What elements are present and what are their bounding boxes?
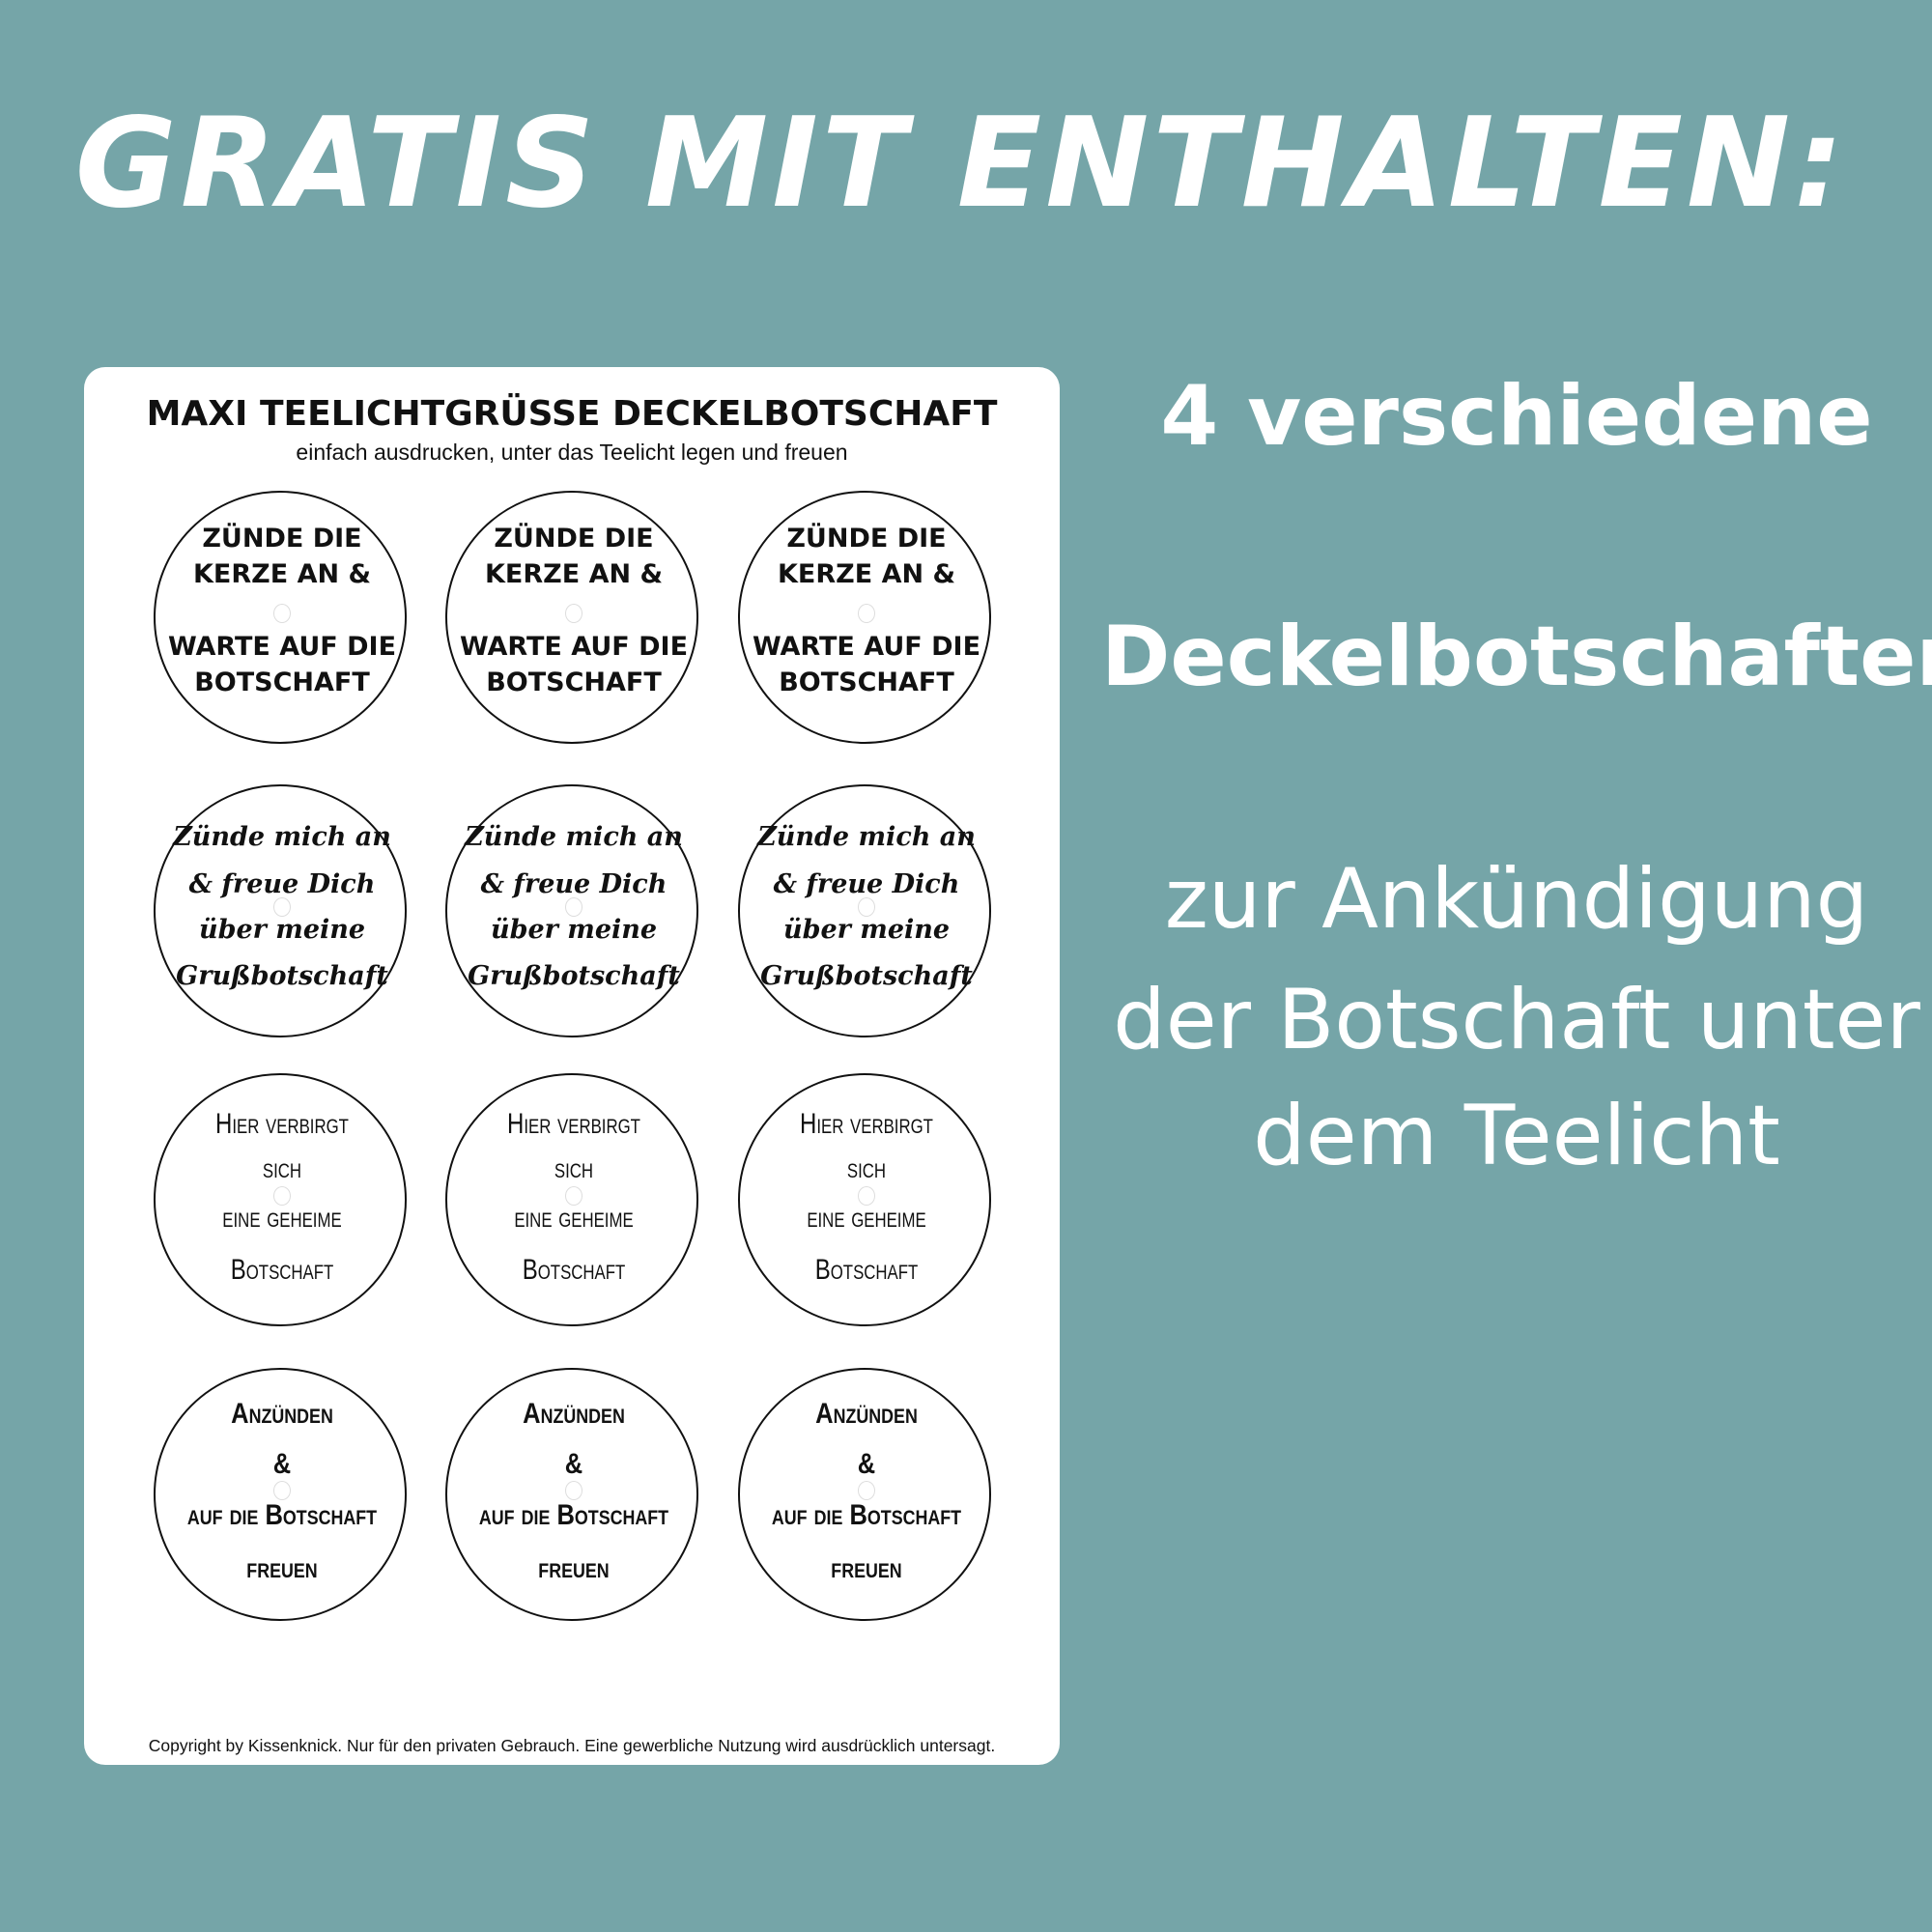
center-hole-mark — [858, 604, 875, 623]
message-line: & — [272, 1448, 292, 1480]
message-line: freuen — [246, 1552, 318, 1584]
message-line: KERZE AN & — [484, 559, 664, 589]
message-circle: ZÜNDE DIE KERZE AN & WARTE AUF DIE BOTSCHAF… — [445, 491, 698, 744]
message-line: sich — [262, 1152, 302, 1184]
center-hole-mark — [858, 1186, 875, 1206]
center-hole-mark — [273, 604, 291, 623]
message-line: & — [857, 1448, 876, 1480]
message-line: BOTSCHAFT — [194, 668, 370, 697]
message-line: ZÜNDE DIE — [202, 524, 362, 554]
message-line: Grußbotschaft — [468, 961, 680, 991]
message-line: Grußbotschaft — [760, 961, 973, 991]
center-hole-mark — [273, 1481, 291, 1500]
center-hole-mark — [565, 1186, 582, 1206]
message-line: eine geheime — [807, 1202, 926, 1234]
message-line: & freue Dich — [188, 869, 376, 899]
message-line: WARTE AUF DIE — [167, 632, 397, 662]
message-line: über meine — [198, 915, 366, 945]
message-line: über meine — [490, 915, 658, 945]
message-line: ZÜNDE DIE — [786, 524, 947, 554]
feature-line-2: Deckelbotschaften — [1101, 609, 1932, 705]
message-line: & freue Dich — [480, 869, 668, 899]
message-line: Grußbotschaft — [176, 961, 388, 991]
message-line: BOTSCHAFT — [486, 668, 662, 697]
sheet-title: MAXI TEELICHTGRÜSSE DECKELBOTSCHAFT — [146, 394, 998, 434]
message-line: KERZE AN & — [192, 559, 372, 589]
message-circle: Zünde mich an & freue Dich über meine Grußb… — [738, 784, 991, 1037]
message-line: WARTE AUF DIE — [459, 632, 689, 662]
message-line: Botschaft — [814, 1254, 919, 1286]
message-line: Zünde mich an — [465, 822, 683, 852]
feature-line-5: dem Teelicht — [1253, 1088, 1780, 1184]
message-line: eine geheime — [514, 1202, 634, 1234]
message-circle: Zünde mich an & freue Dich über meine Grußb… — [445, 784, 698, 1037]
center-hole-mark — [273, 1186, 291, 1206]
message-circle: Anzünden & auf die Botschaft freuen — [154, 1368, 407, 1621]
center-hole-mark — [273, 897, 291, 917]
message-circle: ZÜNDE DIE KERZE AN & WARTE AUF DIE BOTSCHAF… — [738, 491, 991, 744]
message-line: BOTSCHAFT — [779, 668, 954, 697]
message-circle: Hier verbirgt sich eine geheime Botschaft — [445, 1073, 698, 1326]
message-line: WARTE AUF DIE — [752, 632, 981, 662]
center-hole-mark — [858, 1481, 875, 1500]
message-line: ZÜNDE DIE — [494, 524, 654, 554]
message-line: Hier verbirgt — [800, 1108, 933, 1140]
center-hole-mark — [565, 1481, 582, 1500]
headline: GRATIS MIT ENTHALTEN: — [74, 92, 1848, 236]
center-hole-mark — [858, 897, 875, 917]
message-line: auf die Botschaft — [771, 1499, 962, 1531]
feature-line-3: zur Ankündigung — [1164, 851, 1869, 948]
message-line: & freue Dich — [773, 869, 960, 899]
message-line: über meine — [782, 915, 951, 945]
message-line: auf die Botschaft — [478, 1499, 669, 1531]
message-circle: Anzünden & auf die Botschaft freuen — [445, 1368, 698, 1621]
message-circle: Anzünden & auf die Botschaft freuen — [738, 1368, 991, 1621]
message-line: freuen — [538, 1552, 610, 1584]
feature-line-4: der Botschaft unter — [1113, 972, 1920, 1068]
message-line: Hier verbirgt — [507, 1108, 640, 1140]
message-line: sich — [554, 1152, 594, 1184]
copyright-note: Copyright by Kissenknick. Nur für den pr… — [148, 1736, 996, 1755]
message-line: & — [564, 1448, 583, 1480]
message-circle: Zünde mich an & freue Dich über meine Grußb… — [154, 784, 407, 1037]
message-line: Anzünden — [523, 1398, 625, 1430]
message-line: freuen — [831, 1552, 902, 1584]
message-line: Botschaft — [522, 1254, 626, 1286]
message-line: Anzünden — [231, 1398, 333, 1430]
center-hole-mark — [565, 604, 582, 623]
message-line: KERZE AN & — [777, 559, 956, 589]
message-line: Zünde mich an — [173, 822, 391, 852]
message-line: sich — [846, 1152, 887, 1184]
feature-line-1: 4 verschiedene — [1160, 368, 1873, 465]
message-line: auf die Botschaft — [186, 1499, 378, 1531]
message-circle: Hier verbirgt sich eine geheime Botschaft — [154, 1073, 407, 1326]
center-hole-mark — [565, 897, 582, 917]
message-line: eine geheime — [222, 1202, 342, 1234]
message-circle: Hier verbirgt sich eine geheime Botschaft — [738, 1073, 991, 1326]
sheet-subtitle: einfach ausdrucken, unter das Teelicht l… — [296, 440, 848, 465]
message-line: Zünde mich an — [757, 822, 976, 852]
message-line: Botschaft — [230, 1254, 334, 1286]
message-line: Hier verbirgt — [215, 1108, 349, 1140]
message-circle: ZÜNDE DIE KERZE AN & WARTE AUF DIE BOTSCHAF… — [154, 491, 407, 744]
message-line: Anzünden — [815, 1398, 918, 1430]
